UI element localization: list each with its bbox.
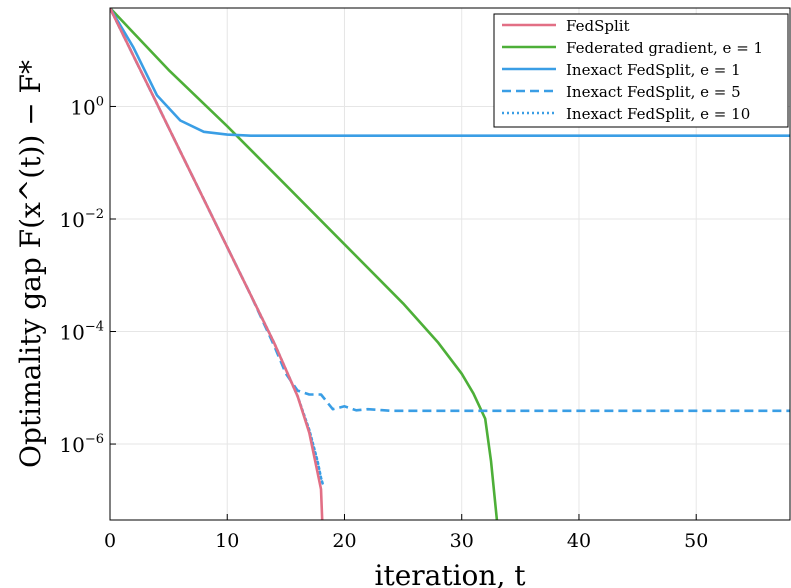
series-line-3 (110, 8, 790, 137)
x-tick-label: 40 (567, 530, 591, 552)
series-line-1 (110, 8, 324, 520)
x-axis-ticks: 0 10 20 30 40 50 (104, 514, 708, 552)
legend-label-5: Inexact FedSplit, e = 10 (566, 105, 750, 123)
y-axis-label: Optimality gap F(x^(t)) − F* (14, 60, 47, 468)
legend: FedSplit Federated gradient, e = 1 Inexact… (493, 13, 789, 128)
y-tick-label: 10−6 (59, 432, 104, 457)
legend-label-3: Inexact FedSplit, e = 1 (566, 61, 741, 79)
y-tick-label: 100 (70, 94, 104, 119)
x-tick-label: 30 (450, 530, 474, 552)
legend-box (493, 13, 789, 128)
x-tick-label: 10 (215, 530, 239, 552)
y-tick-label: 10−4 (59, 320, 104, 345)
y-axis-ticks: 100 10−2 10−4 10−6 (59, 94, 116, 457)
x-tick-label: 50 (684, 530, 708, 552)
plot-frame (109, 7, 791, 521)
legend-label-1: FedSplit (566, 17, 630, 35)
series-line-2 (110, 8, 499, 520)
series-lines (110, 8, 790, 520)
x-axis-label: iteration, t (374, 559, 526, 588)
x-tick-label: 0 (104, 530, 116, 552)
legend-label-4: Inexact FedSplit, e = 5 (566, 83, 741, 101)
x-tick-label: 20 (332, 530, 356, 552)
series-line-4 (110, 8, 790, 413)
legend-label-2: Federated gradient, e = 1 (566, 39, 763, 57)
y-tick-label: 10−2 (59, 207, 104, 232)
series-line-5 (110, 8, 325, 488)
